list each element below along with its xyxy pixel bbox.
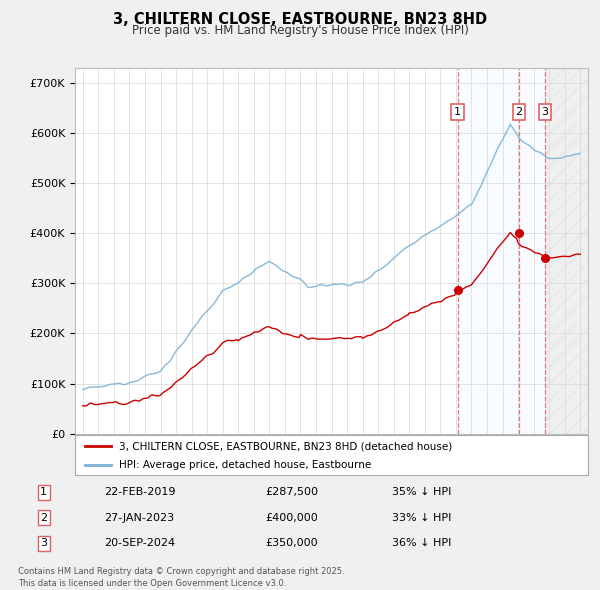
Text: £287,500: £287,500 xyxy=(265,487,319,497)
Text: 20-SEP-2024: 20-SEP-2024 xyxy=(104,538,175,548)
Text: 2: 2 xyxy=(515,107,523,117)
Text: 27-JAN-2023: 27-JAN-2023 xyxy=(104,513,174,523)
Text: 1: 1 xyxy=(454,107,461,117)
Text: HPI: Average price, detached house, Eastbourne: HPI: Average price, detached house, East… xyxy=(119,460,371,470)
Text: 3: 3 xyxy=(40,538,47,548)
Bar xyxy=(545,68,588,434)
Text: 2: 2 xyxy=(40,513,47,523)
Text: 3, CHILTERN CLOSE, EASTBOURNE, BN23 8HD (detached house): 3, CHILTERN CLOSE, EASTBOURNE, BN23 8HD … xyxy=(119,441,452,451)
Text: 36% ↓ HPI: 36% ↓ HPI xyxy=(392,538,452,548)
Text: Price paid vs. HM Land Registry's House Price Index (HPI): Price paid vs. HM Land Registry's House … xyxy=(131,24,469,37)
Text: 35% ↓ HPI: 35% ↓ HPI xyxy=(392,487,452,497)
Text: £400,000: £400,000 xyxy=(265,513,318,523)
Text: 1: 1 xyxy=(40,487,47,497)
Text: 3, CHILTERN CLOSE, EASTBOURNE, BN23 8HD: 3, CHILTERN CLOSE, EASTBOURNE, BN23 8HD xyxy=(113,12,487,27)
Bar xyxy=(545,68,588,434)
Text: 33% ↓ HPI: 33% ↓ HPI xyxy=(392,513,452,523)
Text: Contains HM Land Registry data © Crown copyright and database right 2025.
This d: Contains HM Land Registry data © Crown c… xyxy=(18,568,344,588)
Bar xyxy=(458,68,545,434)
Text: £350,000: £350,000 xyxy=(265,538,318,548)
Text: 3: 3 xyxy=(541,107,548,117)
Text: 22-FEB-2019: 22-FEB-2019 xyxy=(104,487,176,497)
